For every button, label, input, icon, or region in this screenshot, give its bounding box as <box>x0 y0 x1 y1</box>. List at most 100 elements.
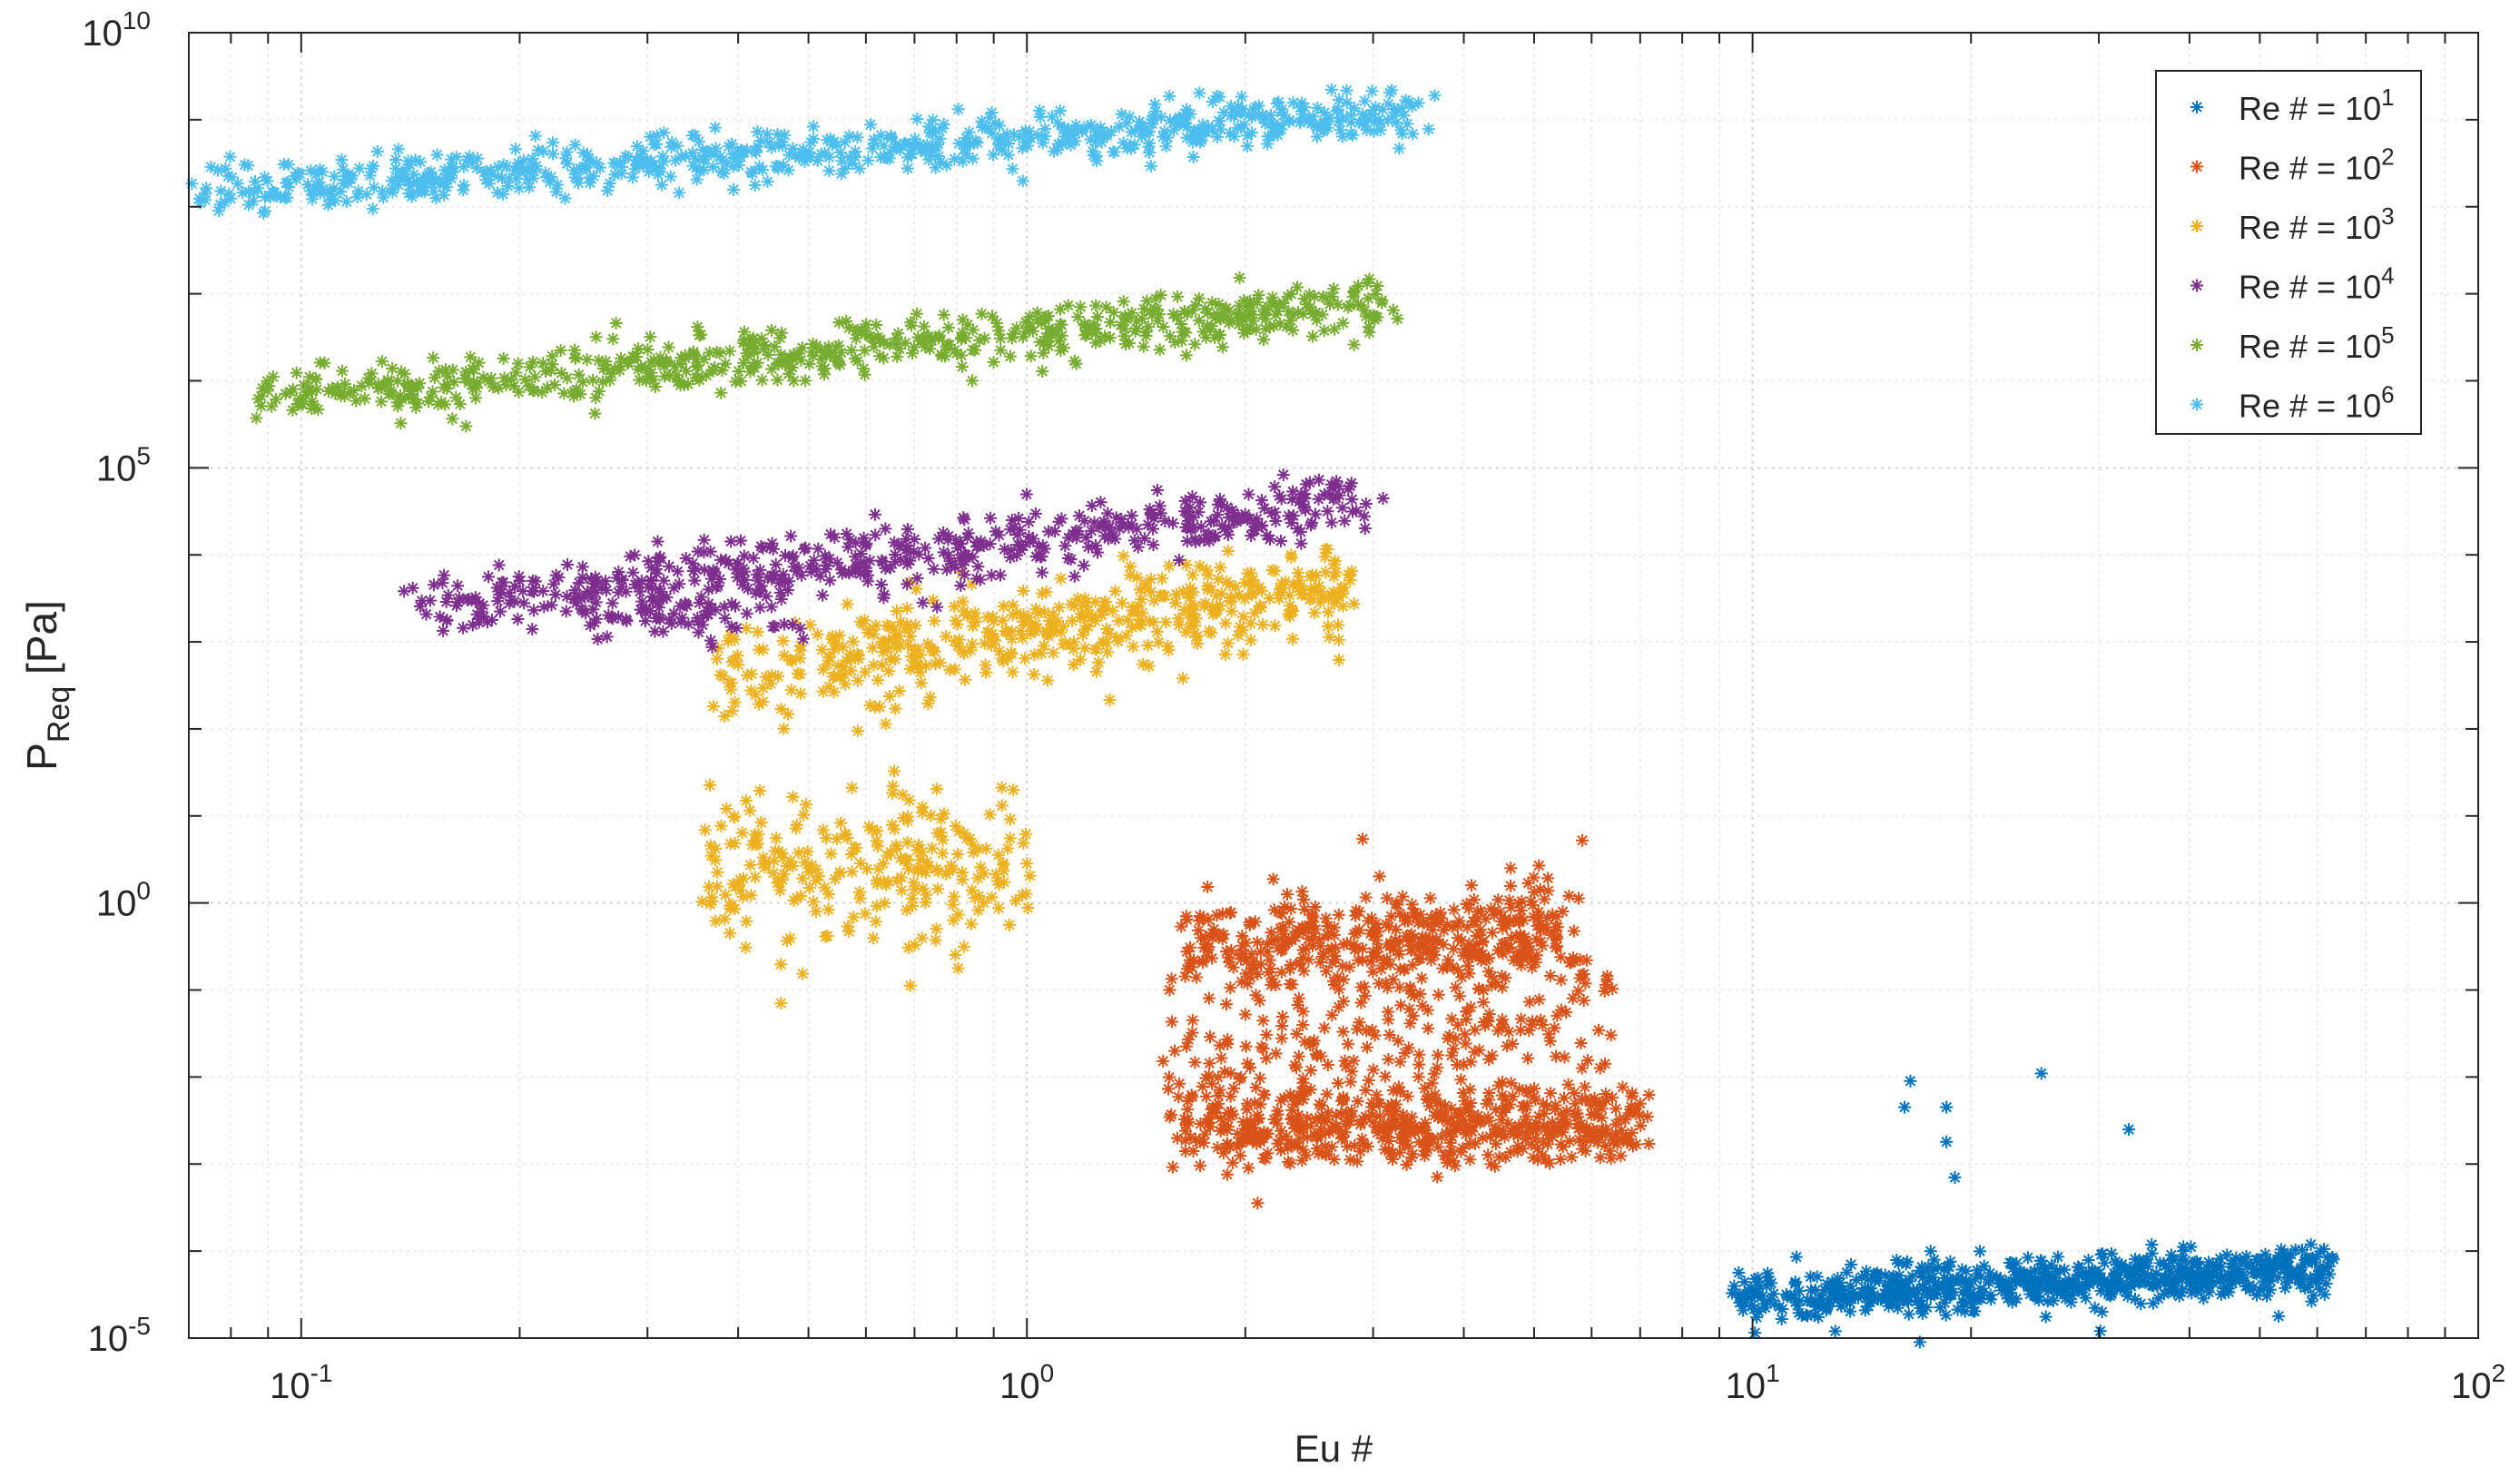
data-point <box>1196 956 1209 970</box>
data-point <box>1375 1131 1389 1145</box>
data-point <box>1360 1040 1373 1054</box>
data-point <box>673 186 686 200</box>
data-point <box>1108 532 1122 546</box>
data-point <box>954 349 968 362</box>
data-point <box>1288 1059 1302 1072</box>
data-point <box>365 367 379 380</box>
data-point <box>1350 1022 1363 1036</box>
data-point <box>664 616 678 630</box>
data-point <box>1371 310 1384 324</box>
data-point <box>1315 1127 1329 1141</box>
data-point <box>697 533 711 546</box>
data-point <box>1132 599 1146 613</box>
data-point <box>1238 1008 1252 1021</box>
data-point <box>549 185 563 199</box>
data-point <box>1521 1086 1535 1099</box>
data-point <box>843 647 857 661</box>
data-point <box>857 556 871 569</box>
data-point <box>559 152 573 165</box>
data-point <box>1223 127 1236 141</box>
data-point <box>2259 1247 2272 1261</box>
data-point <box>958 513 971 527</box>
data-point <box>2122 1123 2136 1137</box>
data-point <box>1328 322 1342 336</box>
data-point <box>1831 1271 1845 1285</box>
data-point <box>440 614 454 627</box>
data-point <box>925 842 939 855</box>
data-point <box>427 578 440 592</box>
data-point <box>652 356 665 369</box>
data-point <box>1984 1293 1998 1306</box>
data-point <box>770 832 783 845</box>
data-point <box>635 603 648 616</box>
data-point <box>718 709 732 723</box>
data-point <box>1284 1157 1297 1170</box>
data-point <box>1398 1046 1412 1059</box>
data-point <box>445 172 458 185</box>
data-point <box>546 136 560 150</box>
data-point <box>1149 291 1163 305</box>
data-point <box>1031 606 1045 620</box>
data-point <box>901 601 914 615</box>
data-point <box>983 808 997 822</box>
data-point <box>250 411 263 425</box>
y-axis-label-main: P <box>18 743 65 771</box>
data-point <box>718 612 732 625</box>
data-point <box>1213 1083 1226 1097</box>
data-point <box>902 940 916 954</box>
data-point <box>785 655 799 668</box>
data-point <box>796 143 810 156</box>
data-point <box>1889 1295 1903 1308</box>
data-point <box>1143 125 1157 139</box>
data-point <box>1599 1057 1612 1070</box>
data-point <box>1224 109 1237 123</box>
data-point <box>546 350 559 363</box>
data-point <box>905 147 919 161</box>
data-point <box>1511 1145 1524 1158</box>
data-point <box>1904 1074 1917 1088</box>
data-point <box>709 853 723 867</box>
data-point <box>1431 1096 1444 1109</box>
data-point <box>1593 1151 1607 1165</box>
data-point <box>1165 1015 1178 1029</box>
data-point <box>987 355 1000 369</box>
data-point <box>1357 509 1371 523</box>
data-point <box>663 559 676 573</box>
data-points-layer <box>185 83 2340 1349</box>
data-point <box>888 764 901 778</box>
data-point <box>1235 121 1248 134</box>
data-point <box>1303 919 1316 932</box>
data-point <box>1035 646 1048 660</box>
data-point <box>2291 1272 2305 1285</box>
data-point <box>802 357 816 370</box>
data-point <box>1305 568 1319 582</box>
data-point <box>1147 113 1160 127</box>
data-point <box>1448 1159 1462 1173</box>
data-point <box>1003 832 1017 845</box>
data-point <box>1067 658 1080 672</box>
data-point <box>1161 1082 1175 1096</box>
data-point <box>979 842 993 855</box>
data-point <box>1336 1025 1350 1039</box>
data-point <box>1198 1127 1212 1141</box>
data-point <box>1392 1034 1405 1048</box>
data-point <box>1192 313 1206 327</box>
data-point <box>714 668 727 682</box>
data-point <box>1191 636 1205 650</box>
data-point <box>2035 1270 2049 1284</box>
data-point <box>2272 1309 2286 1323</box>
data-point <box>1075 124 1088 138</box>
data-point <box>1274 534 1287 547</box>
legend-label-6: Re # = 106 <box>2239 381 2395 425</box>
data-point <box>1052 601 1066 615</box>
data-point <box>1139 329 1153 342</box>
data-point <box>1504 862 1518 875</box>
data-point <box>1290 579 1304 593</box>
data-point <box>746 551 760 565</box>
data-point <box>1253 1127 1266 1141</box>
data-point <box>1391 103 1404 117</box>
data-point <box>1220 945 1234 959</box>
data-point <box>827 135 841 149</box>
data-point <box>1090 154 1104 168</box>
data-point <box>1899 1286 1913 1300</box>
